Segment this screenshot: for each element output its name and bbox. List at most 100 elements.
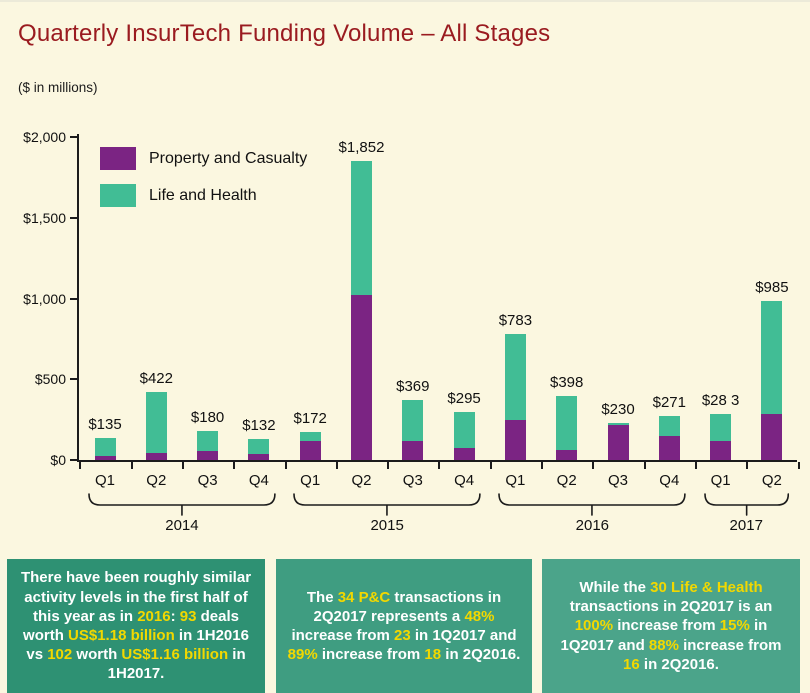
highlighted-text: 100% xyxy=(574,617,614,635)
highlighted-text: 88% xyxy=(648,636,679,654)
y-axis-line xyxy=(77,134,79,462)
bar-segment-life-health xyxy=(299,432,321,442)
plain-text: The xyxy=(306,588,338,606)
legend-label-property-casualty: Property and Casualty xyxy=(149,149,308,167)
highlighted-text: US$1.18 billion xyxy=(68,627,175,644)
plain-text: in 1H2017. xyxy=(107,646,246,683)
x-tick-label: Q4 xyxy=(454,472,475,489)
bar-value-label: $132 xyxy=(242,416,276,434)
plain-text: increase from xyxy=(317,646,425,664)
plain-text: increase from xyxy=(613,617,720,635)
legend-item-life-health: Life and Health xyxy=(100,184,257,207)
property-casualty-swatch xyxy=(100,147,136,170)
highlighted-text: 23 xyxy=(393,627,411,644)
highlighted-text: US$1.16 billion xyxy=(121,646,229,664)
x-tick-mark xyxy=(438,462,441,469)
x-tick-label: Q4 xyxy=(248,472,269,489)
bar-value-label: $398 xyxy=(550,373,584,391)
bar-value-label: $28 3 xyxy=(701,392,740,410)
bar-segment-property-casualty xyxy=(710,441,732,460)
x-tick-label: Q3 xyxy=(607,472,628,489)
bar-segment-life-health xyxy=(197,430,219,451)
year-brace xyxy=(293,493,481,516)
x-tick-mark xyxy=(181,462,184,469)
highlighted-text: 30 Life & Health xyxy=(650,579,763,597)
x-tick-mark xyxy=(387,462,390,469)
bar-value-label: $271 xyxy=(652,394,686,412)
legend-item-property-casualty: Property and Casualty xyxy=(100,147,307,170)
y-tick-label: $500 xyxy=(34,371,66,388)
bar-segment-life-health xyxy=(351,160,372,296)
bar-segment-life-health xyxy=(658,416,680,436)
plain-text: increase from xyxy=(678,636,782,654)
highlighted-text: 48% xyxy=(464,607,495,625)
bar-segment-property-casualty xyxy=(145,453,167,460)
bar-segment-life-health xyxy=(94,438,116,457)
bar-value-label: $985 xyxy=(755,278,789,296)
year-label: 2017 xyxy=(729,517,763,534)
x-tick-label: Q4 xyxy=(659,472,680,489)
bar-segment-life-health xyxy=(556,395,578,451)
funding-volume-chart: Property and Casualty Life and Health $2… xyxy=(0,2,810,558)
bar-segment-property-casualty xyxy=(556,450,578,460)
bar-segment-life-health xyxy=(402,400,424,442)
bar-value-label: $422 xyxy=(139,369,173,387)
y-tick-label: $1,500 xyxy=(23,209,66,226)
bar-segment-property-casualty xyxy=(453,447,475,460)
bar-segment-life-health xyxy=(504,333,526,420)
x-tick-mark xyxy=(694,462,697,469)
x-tick-mark xyxy=(489,462,492,469)
x-tick-mark xyxy=(746,462,749,469)
plain-text: While the xyxy=(579,579,651,597)
y-tick-mark xyxy=(70,136,77,138)
x-tick-label: Q3 xyxy=(197,472,218,489)
bar-value-label: $1,852 xyxy=(338,138,385,156)
plain-text: in 1Q2017 and xyxy=(410,627,517,644)
plain-text: in 2Q2016. xyxy=(441,646,521,664)
year-label: 2016 xyxy=(575,517,610,534)
plain-text: transactions in 2Q2017 represents a xyxy=(313,588,502,625)
plain-text: in 1H2016 vs xyxy=(26,627,249,664)
bar-segment-property-casualty xyxy=(607,425,629,460)
plain-text: : xyxy=(170,607,180,625)
year-brace xyxy=(498,493,687,516)
bar-segment-life-health xyxy=(607,422,629,426)
bar-segment-property-casualty xyxy=(658,435,680,460)
year-brace xyxy=(703,493,789,516)
bar-segment-life-health xyxy=(761,300,783,414)
year-label: 2014 xyxy=(165,517,199,534)
highlighted-text: 16 xyxy=(623,655,640,673)
x-axis-line xyxy=(77,460,797,462)
year-brace xyxy=(88,493,276,516)
bar-value-label: $172 xyxy=(293,410,327,428)
x-tick-mark xyxy=(541,462,544,469)
x-tick-mark xyxy=(233,462,236,469)
x-tick-label: Q1 xyxy=(300,472,321,489)
highlighted-text: 93 xyxy=(179,607,197,625)
plain-text: increase from xyxy=(291,627,394,644)
plain-text: worth xyxy=(72,646,122,664)
bar-value-label: $135 xyxy=(88,416,122,434)
summary-box-lh-transactions: While the 30 Life & Health transactions … xyxy=(542,559,800,693)
bar-value-label: $783 xyxy=(498,311,533,329)
summary-box-activity: There have been roughly similar activity… xyxy=(7,559,265,693)
bar-value-label: $369 xyxy=(396,378,430,396)
plain-text: in 2Q2016. xyxy=(639,655,719,673)
x-tick-label: Q1 xyxy=(505,472,526,489)
x-tick-mark xyxy=(130,462,133,469)
bar-segment-property-casualty xyxy=(248,453,270,460)
page-title: Quarterly InsurTech Funding Volume – All… xyxy=(18,20,551,47)
bar-segment-life-health xyxy=(710,414,732,442)
year-label: 2015 xyxy=(370,517,404,534)
x-tick-label: Q2 xyxy=(146,472,167,489)
y-tick-mark xyxy=(70,216,77,219)
y-tick-mark xyxy=(70,297,77,300)
x-tick-mark xyxy=(79,462,82,469)
bar-segment-property-casualty xyxy=(351,295,372,460)
x-tick-label: Q3 xyxy=(402,472,423,489)
bar-segment-property-casualty xyxy=(299,441,321,460)
units-note: ($ in millions) xyxy=(18,80,98,95)
y-tick-label: $1,000 xyxy=(23,290,66,307)
legend-label-life-health: Life and Health xyxy=(149,186,257,204)
